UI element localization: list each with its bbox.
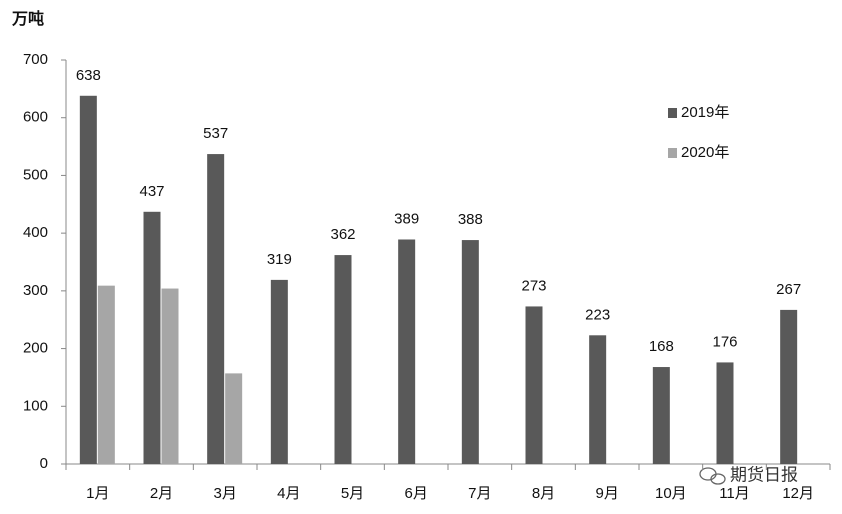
y-tick-label: 100 (23, 397, 48, 414)
x-tick-label: 1月 (86, 485, 109, 502)
bar (716, 362, 734, 464)
y-tick-label: 400 (23, 224, 48, 241)
bar (398, 239, 416, 464)
x-tick-label: 8月 (532, 485, 555, 502)
data-label: 362 (330, 226, 355, 243)
bar (461, 240, 479, 464)
y-tick-label: 0 (40, 455, 48, 472)
x-tick-label: 7月 (468, 485, 491, 502)
data-label: 168 (649, 338, 674, 355)
bar (780, 309, 798, 464)
bar (525, 306, 543, 464)
y-tick-label: 200 (23, 340, 48, 357)
data-label: 319 (267, 251, 292, 268)
data-label: 437 (139, 183, 164, 200)
bar (225, 373, 243, 464)
bar (97, 285, 115, 464)
data-label: 388 (458, 211, 483, 228)
legend-label: 2019年 (681, 104, 729, 121)
legend-swatch (668, 108, 677, 118)
legend-swatch (668, 148, 677, 158)
x-tick-label: 6月 (404, 485, 427, 502)
data-label: 389 (394, 210, 419, 227)
legend-label: 2020年 (681, 144, 729, 161)
y-tick-label: 600 (23, 109, 48, 126)
data-label: 267 (776, 281, 801, 298)
y-tick-label: 700 (23, 51, 48, 68)
x-tick-label: 4月 (277, 485, 300, 502)
bar (143, 211, 161, 464)
bar (334, 255, 352, 464)
x-tick-label: 9月 (595, 485, 618, 502)
bar (207, 154, 225, 464)
x-tick-label: 11月 (719, 485, 750, 502)
bar (652, 367, 670, 464)
data-label: 176 (712, 333, 737, 350)
y-axis-label: 万吨 (11, 9, 44, 28)
x-tick-label: 12月 (782, 485, 814, 502)
watermark-icon (699, 467, 726, 485)
data-label: 273 (521, 277, 546, 294)
data-label: 223 (585, 306, 610, 323)
bar (589, 335, 607, 464)
bar (161, 288, 179, 464)
data-label: 537 (203, 125, 228, 142)
y-tick-label: 500 (23, 166, 48, 183)
x-tick-label: 10月 (655, 485, 687, 502)
bar (79, 95, 97, 464)
y-tick-label: 300 (23, 282, 48, 299)
bar (270, 279, 288, 464)
watermark: 期货日报 (730, 465, 798, 484)
x-tick-label: 2月 (150, 485, 173, 502)
x-tick-label: 5月 (341, 485, 364, 502)
data-label: 638 (76, 67, 101, 84)
x-tick-label: 3月 (213, 485, 236, 502)
